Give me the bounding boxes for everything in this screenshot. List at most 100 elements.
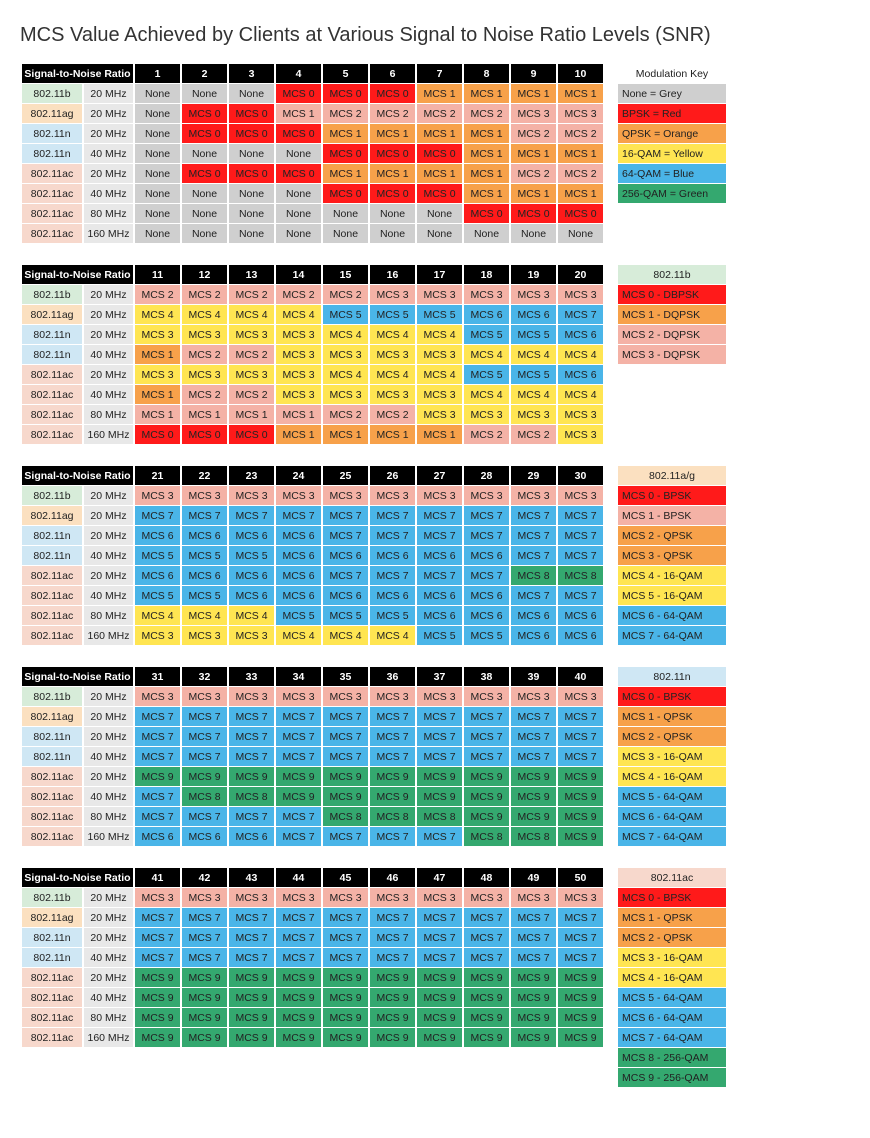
mcs-cell: MCS 0 (323, 184, 368, 203)
bw-label: 20 MHz (84, 526, 133, 545)
mcs-cell: MCS 0 (417, 144, 462, 163)
legend-item: MCS 2 - DQPSK (618, 325, 726, 344)
bw-label: 20 MHz (84, 727, 133, 746)
legend-item: MCS 0 - BPSK (618, 888, 726, 907)
snr-header: Signal-to-Noise Ratio (22, 64, 133, 83)
mcs-cell: None (323, 224, 368, 243)
mcs-cell: MCS 0 (511, 204, 556, 223)
mcs-cell: MCS 2 (558, 124, 603, 143)
mcs-cell: MCS 9 (135, 988, 180, 1007)
mcs-cell: MCS 3 (276, 325, 321, 344)
mcs-cell: MCS 4 (370, 325, 415, 344)
legend-item: MCS 6 - 64-QAM (618, 606, 726, 625)
mcs-cell: MCS 3 (182, 687, 227, 706)
mcs-cell: MCS 9 (276, 988, 321, 1007)
mcs-cell: MCS 6 (135, 566, 180, 585)
bw-label: 20 MHz (84, 365, 133, 384)
snr-col: 3 (229, 64, 274, 83)
bw-label: 80 MHz (84, 807, 133, 826)
snr-col: 24 (276, 466, 321, 485)
std-label: 802.11n (22, 948, 82, 967)
snr-col: 2 (182, 64, 227, 83)
mcs-cell: MCS 7 (558, 586, 603, 605)
mcs-cell: MCS 7 (182, 908, 227, 927)
mcs-cell: MCS 3 (276, 486, 321, 505)
mcs-cell: None (229, 224, 274, 243)
mcs-cell: MCS 3 (558, 425, 603, 444)
legend: 802.11nMCS 0 - BPSKMCS 1 - QPSKMCS 2 - Q… (617, 666, 727, 847)
mcs-cell: MCS 0 (229, 104, 274, 123)
snr-col: 43 (229, 868, 274, 887)
mcs-cell: MCS 5 (182, 546, 227, 565)
mcs-cell: MCS 3 (511, 486, 556, 505)
bw-label: 160 MHz (84, 425, 133, 444)
mcs-cell: MCS 3 (417, 385, 462, 404)
mcs-cell: MCS 9 (229, 988, 274, 1007)
mcs-cell: MCS 8 (370, 807, 415, 826)
snr-col: 49 (511, 868, 556, 887)
mcs-cell: MCS 1 (511, 144, 556, 163)
mcs-cell: MCS 3 (417, 486, 462, 505)
mcs-cell: MCS 6 (182, 827, 227, 846)
mcs-cell: MCS 2 (182, 385, 227, 404)
legend-item: MCS 1 - QPSK (618, 707, 726, 726)
mcs-cell: MCS 3 (229, 325, 274, 344)
mcs-cell: MCS 2 (511, 425, 556, 444)
mcs-cell: MCS 0 (229, 124, 274, 143)
mcs-cell: MCS 8 (558, 566, 603, 585)
mcs-cell: MCS 7 (558, 928, 603, 947)
bw-label: 160 MHz (84, 1028, 133, 1047)
mcs-cell: MCS 9 (323, 787, 368, 806)
legend: 802.11acMCS 0 - BPSKMCS 1 - QPSKMCS 2 - … (617, 867, 727, 1088)
mcs-cell: MCS 0 (229, 164, 274, 183)
mcs-cell: MCS 8 (511, 827, 556, 846)
mcs-cell: MCS 2 (370, 104, 415, 123)
bw-label: 20 MHz (84, 707, 133, 726)
mcs-cell: MCS 3 (464, 888, 509, 907)
legend-item: MCS 6 - 64-QAM (618, 807, 726, 826)
mcs-cell: MCS 3 (464, 285, 509, 304)
legend-item: MCS 5 - 64-QAM (618, 988, 726, 1007)
mcs-cell: MCS 7 (135, 807, 180, 826)
mcs-cell: MCS 4 (558, 385, 603, 404)
mcs-cell: MCS 9 (276, 767, 321, 786)
mcs-cell: MCS 3 (417, 345, 462, 364)
mcs-cell: MCS 4 (323, 365, 368, 384)
std-label: 802.11ac (22, 204, 82, 223)
bw-label: 40 MHz (84, 787, 133, 806)
mcs-cell: MCS 7 (229, 948, 274, 967)
mcs-cell: MCS 6 (464, 586, 509, 605)
mcs-cell: MCS 9 (511, 767, 556, 786)
bw-label: 40 MHz (84, 948, 133, 967)
snr-col: 14 (276, 265, 321, 284)
mcs-cell: MCS 7 (417, 928, 462, 947)
legend-item: MCS 1 - QPSK (618, 908, 726, 927)
mcs-cell: MCS 7 (276, 948, 321, 967)
mcs-cell: MCS 9 (370, 968, 415, 987)
mcs-cell: MCS 2 (276, 285, 321, 304)
legend-item: MCS 7 - 64-QAM (618, 626, 726, 645)
mcs-cell: MCS 0 (276, 84, 321, 103)
mcs-cell: MCS 1 (558, 84, 603, 103)
mcs-cell: MCS 7 (182, 747, 227, 766)
mcs-cell: MCS 7 (417, 566, 462, 585)
mcs-cell: MCS 1 (135, 345, 180, 364)
legend-item: BPSK = Red (618, 104, 726, 123)
mcs-cell: MCS 7 (417, 948, 462, 967)
legend: 802.11bMCS 0 - DBPSKMCS 1 - DQPSKMCS 2 -… (617, 264, 727, 365)
mcs-cell: MCS 4 (276, 305, 321, 324)
std-label: 802.11ac (22, 405, 82, 424)
mcs-cell: None (182, 144, 227, 163)
snr-col: 16 (370, 265, 415, 284)
legend: Modulation KeyNone = GreyBPSK = RedQPSK … (617, 63, 727, 204)
mcs-cell: MCS 9 (370, 1028, 415, 1047)
snr-col: 27 (417, 466, 462, 485)
legend-item: QPSK = Orange (618, 124, 726, 143)
mcs-cell: MCS 9 (511, 807, 556, 826)
mcs-cell: MCS 7 (558, 546, 603, 565)
mcs-cell: MCS 1 (464, 144, 509, 163)
mcs-cell: MCS 9 (558, 767, 603, 786)
mcs-cell: MCS 7 (558, 707, 603, 726)
std-label: 802.11ac (22, 1008, 82, 1027)
mcs-cell: MCS 2 (323, 405, 368, 424)
